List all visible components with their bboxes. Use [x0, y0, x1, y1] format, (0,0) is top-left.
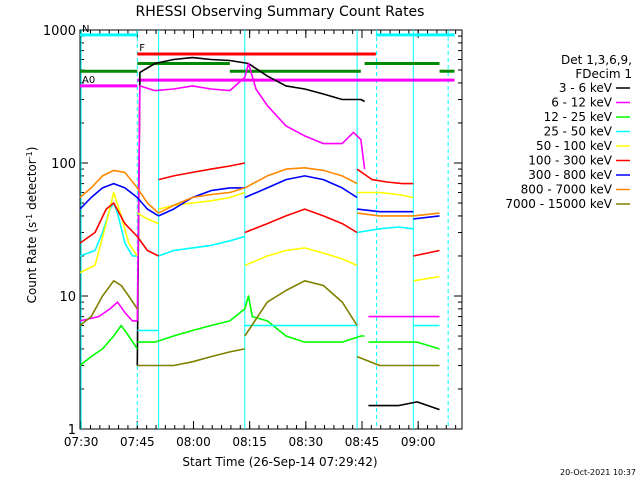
attenuator-state-label: A0	[82, 75, 95, 86]
series-line	[244, 247, 358, 267]
series-line	[244, 279, 358, 337]
y-tick-label: 10	[59, 290, 76, 305]
annotation-bars: N F A0	[80, 24, 455, 88]
x-tick-label: 08:00	[176, 435, 211, 449]
series-line	[357, 191, 414, 199]
series-line	[413, 215, 440, 220]
y-axis-label: Count Rate (s-1 detector-1)	[25, 147, 40, 304]
legend-header: Det 1,3,6,9,	[561, 53, 632, 67]
series-line	[413, 212, 440, 217]
series-line	[356, 168, 414, 185]
x-axis-label: Start Time (26-Sep-14 07:29:42)	[182, 455, 377, 469]
y-tick-label: 1000	[43, 24, 76, 39]
series-line	[244, 175, 358, 199]
attenuator-state-label: F	[139, 43, 145, 54]
legend-entry-label: 300 - 800 keV	[528, 168, 612, 182]
y-tick-label: 1	[68, 423, 76, 438]
series-line	[136, 56, 365, 366]
series-line	[368, 341, 440, 350]
legend-entry-label: 12 - 25 keV	[544, 110, 613, 124]
series-line	[158, 187, 245, 217]
y-axis-label-part: detector	[25, 159, 39, 214]
series-line	[357, 208, 414, 213]
series-line	[158, 187, 246, 214]
legend-header: FDecim 1	[575, 67, 632, 81]
legend-entry-label: 50 - 100 keV	[536, 139, 613, 153]
series-line	[244, 208, 358, 234]
series-line	[357, 212, 414, 217]
plot-frame	[79, 29, 463, 430]
plot-axes: 1 10 100 1000 07:30 07:45 08:00 08:15 08:30 08:45…	[43, 24, 463, 449]
legend-entry-label: 100 - 300 keV	[528, 154, 612, 168]
y-tick-label: 100	[51, 157, 76, 172]
series-line	[137, 348, 245, 367]
series-line	[356, 355, 414, 367]
x-tick-label: 08:15	[232, 435, 267, 449]
series-line	[136, 212, 159, 225]
legend-entry-label: 3 - 6 keV	[559, 81, 613, 95]
legend-entry-label: 800 - 7000 keV	[521, 183, 613, 197]
series-line	[368, 401, 440, 411]
series-line	[413, 275, 440, 282]
vertical-markers	[80, 30, 449, 429]
legend-entry-label: 25 - 50 keV	[544, 125, 613, 139]
series-line	[158, 162, 245, 181]
x-tick-label: 08:45	[345, 435, 380, 449]
series-line	[79, 279, 138, 327]
series-line	[79, 324, 138, 367]
series-line	[79, 191, 138, 274]
x-tick-label: 09:00	[401, 435, 436, 449]
attenuator-state-label: N	[82, 24, 89, 35]
series-line	[136, 62, 366, 321]
x-tick-label: 07:45	[120, 435, 155, 449]
generated-timestamp: 20-Oct-2021 10:37	[560, 468, 636, 477]
series-line	[79, 301, 138, 322]
series-line	[79, 169, 160, 214]
chart-title: RHESSI Observing Summary Count Rates	[136, 4, 425, 20]
series-line	[79, 202, 138, 244]
series-line	[137, 295, 365, 343]
legend-entry-label: 7000 - 15000 keV	[505, 197, 612, 211]
x-tick-label: 08:30	[289, 435, 324, 449]
y-axis-label-part: )	[25, 147, 39, 152]
legend-entry-label: 6 - 12 keV	[551, 96, 613, 110]
series-line	[158, 235, 246, 257]
x-tick-label: 07:30	[64, 435, 99, 449]
y-axis-label-part: -1	[25, 151, 34, 159]
y-axis-label-part: Count Rate (s	[25, 222, 39, 304]
series-line	[413, 249, 440, 257]
series-line	[79, 182, 160, 217]
series-line	[356, 226, 414, 234]
series-line	[244, 167, 358, 189]
series-group	[79, 56, 440, 411]
series-line	[136, 236, 159, 257]
y-axis-label-part: -1	[25, 214, 34, 222]
